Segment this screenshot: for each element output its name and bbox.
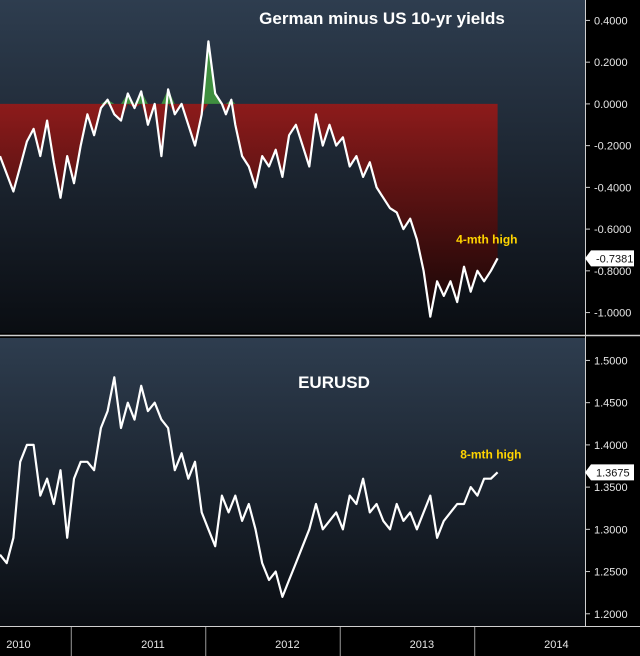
bottom-annotation: 8-mth high [460, 447, 521, 461]
top-y-tick-label: -0.2000 [594, 141, 631, 153]
spread-fill-below-zero [0, 103, 498, 317]
bottom-y-tick-label: 1.4500 [594, 398, 628, 410]
bottom-panel-background [0, 338, 585, 626]
top-y-axis: 0.4000 0.2000 0.0000 -0.2000 -0.4000 -0.6000 -… [585, 15, 631, 320]
top-y-tick-label: 0.0000 [594, 99, 628, 111]
spread-series-line [0, 40, 499, 318]
x-axis-label: 2010 [6, 639, 30, 651]
top-y-tick-label: -0.4000 [594, 182, 631, 194]
x-axis-label: 2011 [141, 639, 165, 651]
bottom-y-axis: 1.5000 1.4500 1.4000 1.3500 1.3000 1.2500 1.20… [585, 355, 628, 621]
yield-spread-plot [0, 40, 499, 318]
x-axis-label: 2013 [410, 639, 434, 651]
x-axis: 2010 2011 2012 2013 2014 [6, 627, 569, 656]
bottom-y-tick-label: 1.2000 [594, 609, 628, 621]
bottom-y-tick-label: 1.3000 [594, 524, 628, 536]
bottom-panel-title: EURUSD [298, 373, 370, 392]
bottom-last-value: 1.3675 [596, 467, 630, 479]
bottom-y-tick-label: 1.3500 [594, 482, 628, 494]
top-y-tick-label: 0.2000 [594, 57, 628, 69]
eurusd-plot [0, 376, 499, 598]
x-axis-background [0, 626, 640, 656]
top-y-tick-label: 0.4000 [594, 15, 628, 27]
bottom-last-value-marker: 1.3675 [585, 464, 634, 481]
top-annotation: 4-mth high [456, 232, 517, 246]
top-y-tick-label: -0.6000 [594, 224, 631, 236]
top-y-tick-label: -0.8000 [594, 266, 631, 278]
top-y-tick-label: -1.0000 [594, 308, 631, 320]
bottom-y-tick-label: 1.5000 [594, 355, 628, 367]
bottom-y-tick-label: 1.2500 [594, 567, 628, 579]
right-axis-background [585, 0, 640, 626]
top-last-value-marker: -0.7381 [585, 250, 634, 267]
x-axis-label: 2012 [275, 639, 299, 651]
top-panel-title: German minus US 10-yr yields [259, 9, 505, 28]
bottom-y-tick-label: 1.4000 [594, 440, 628, 452]
top-last-value: -0.7381 [596, 253, 633, 265]
x-axis-label: 2014 [544, 639, 568, 651]
eurusd-series-line [0, 376, 499, 598]
